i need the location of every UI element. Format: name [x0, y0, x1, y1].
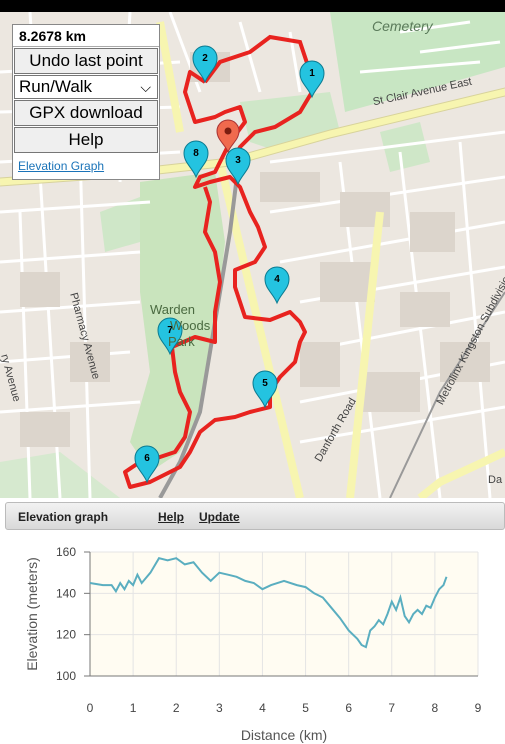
marker-1-label: 1	[309, 68, 315, 79]
x-tick-label: 9	[475, 701, 482, 715]
elevation-help-link[interactable]: Help	[158, 510, 185, 524]
marker-3-label: 3	[235, 155, 241, 166]
cemetery-label: Cemetery	[372, 18, 433, 34]
route-marker-3[interactable]: 3	[225, 147, 251, 186]
elevation-panel: Elevation graph Help Update 0 1 2 3 4 5 6 7 8 9 10…	[0, 498, 505, 744]
x-tick-label: 4	[259, 701, 266, 715]
activity-mode-select[interactable]: Run/Walk ⌵	[14, 75, 158, 99]
x-tick-label: 0	[87, 701, 94, 715]
x-tick-label: 2	[173, 701, 180, 715]
y-tick-label: 160	[56, 545, 76, 559]
plot-area	[90, 552, 478, 676]
help-button[interactable]: Help	[14, 127, 158, 153]
marker-5-label: 5	[262, 378, 268, 389]
elevation-panel-header: Elevation graph Help Update	[5, 502, 505, 530]
y-axis-title: Elevation (meters)	[24, 557, 40, 671]
marker-4-label: 4	[274, 274, 280, 285]
warden-park-label-3: Park	[168, 334, 195, 349]
map-view[interactable]: 1 2 3 4 5 6 7 8 Cemetery St Clair Avenue…	[0, 12, 505, 498]
marker-2-label: 2	[202, 53, 208, 64]
route-marker-4[interactable]: 4	[264, 266, 290, 305]
elevation-chart: 0 1 2 3 4 5 6 7 8 9 100 120 140 160 Distance (km) Eleva…	[24, 545, 482, 743]
route-marker-6[interactable]: 6	[134, 445, 160, 484]
x-tick-label: 7	[388, 701, 395, 715]
route-marker-7[interactable]: 7	[157, 317, 183, 356]
route-distance: 8.2678 km	[13, 25, 159, 47]
y-tick-label: 100	[56, 669, 76, 683]
route-marker-2[interactable]: 2	[192, 45, 218, 84]
danforth-right-label: Da	[488, 474, 503, 486]
undo-last-point-button[interactable]: Undo last point	[14, 48, 158, 74]
x-tick-label: 3	[216, 701, 223, 715]
marker-7-label: 7	[167, 325, 173, 336]
warden-park-label-2: Woods	[170, 318, 211, 333]
warden-park-label-1: Warden	[150, 302, 196, 317]
elevation-update-link[interactable]: Update	[199, 510, 240, 524]
start-pin-icon[interactable]	[216, 119, 240, 154]
marker-6-label: 6	[144, 453, 150, 464]
y-tick-label: 120	[56, 628, 76, 642]
route-control-panel: 8.2678 km Undo last point Run/Walk ⌵ GPX …	[12, 24, 160, 180]
chevron-down-icon: ⌵	[140, 79, 151, 95]
x-tick-label: 8	[432, 701, 439, 715]
marker-8-label: 8	[193, 148, 199, 159]
x-tick-label: 1	[130, 701, 137, 715]
x-axis-title: Distance (km)	[241, 727, 327, 743]
x-tick-label: 5	[302, 701, 309, 715]
x-tick-label: 6	[345, 701, 352, 715]
route-marker-5[interactable]: 5	[252, 370, 278, 409]
elevation-panel-title: Elevation graph	[18, 510, 109, 524]
route-marker-1[interactable]: 1	[299, 60, 325, 99]
y-tick-label: 140	[56, 586, 76, 600]
route-marker-8[interactable]: 8	[183, 140, 209, 179]
gpx-download-button[interactable]: GPX download	[14, 100, 158, 126]
elevation-graph-link[interactable]: Elevation Graph	[18, 159, 105, 173]
activity-mode-value: Run/Walk	[19, 77, 93, 96]
elevation-series-line	[89, 557, 448, 649]
